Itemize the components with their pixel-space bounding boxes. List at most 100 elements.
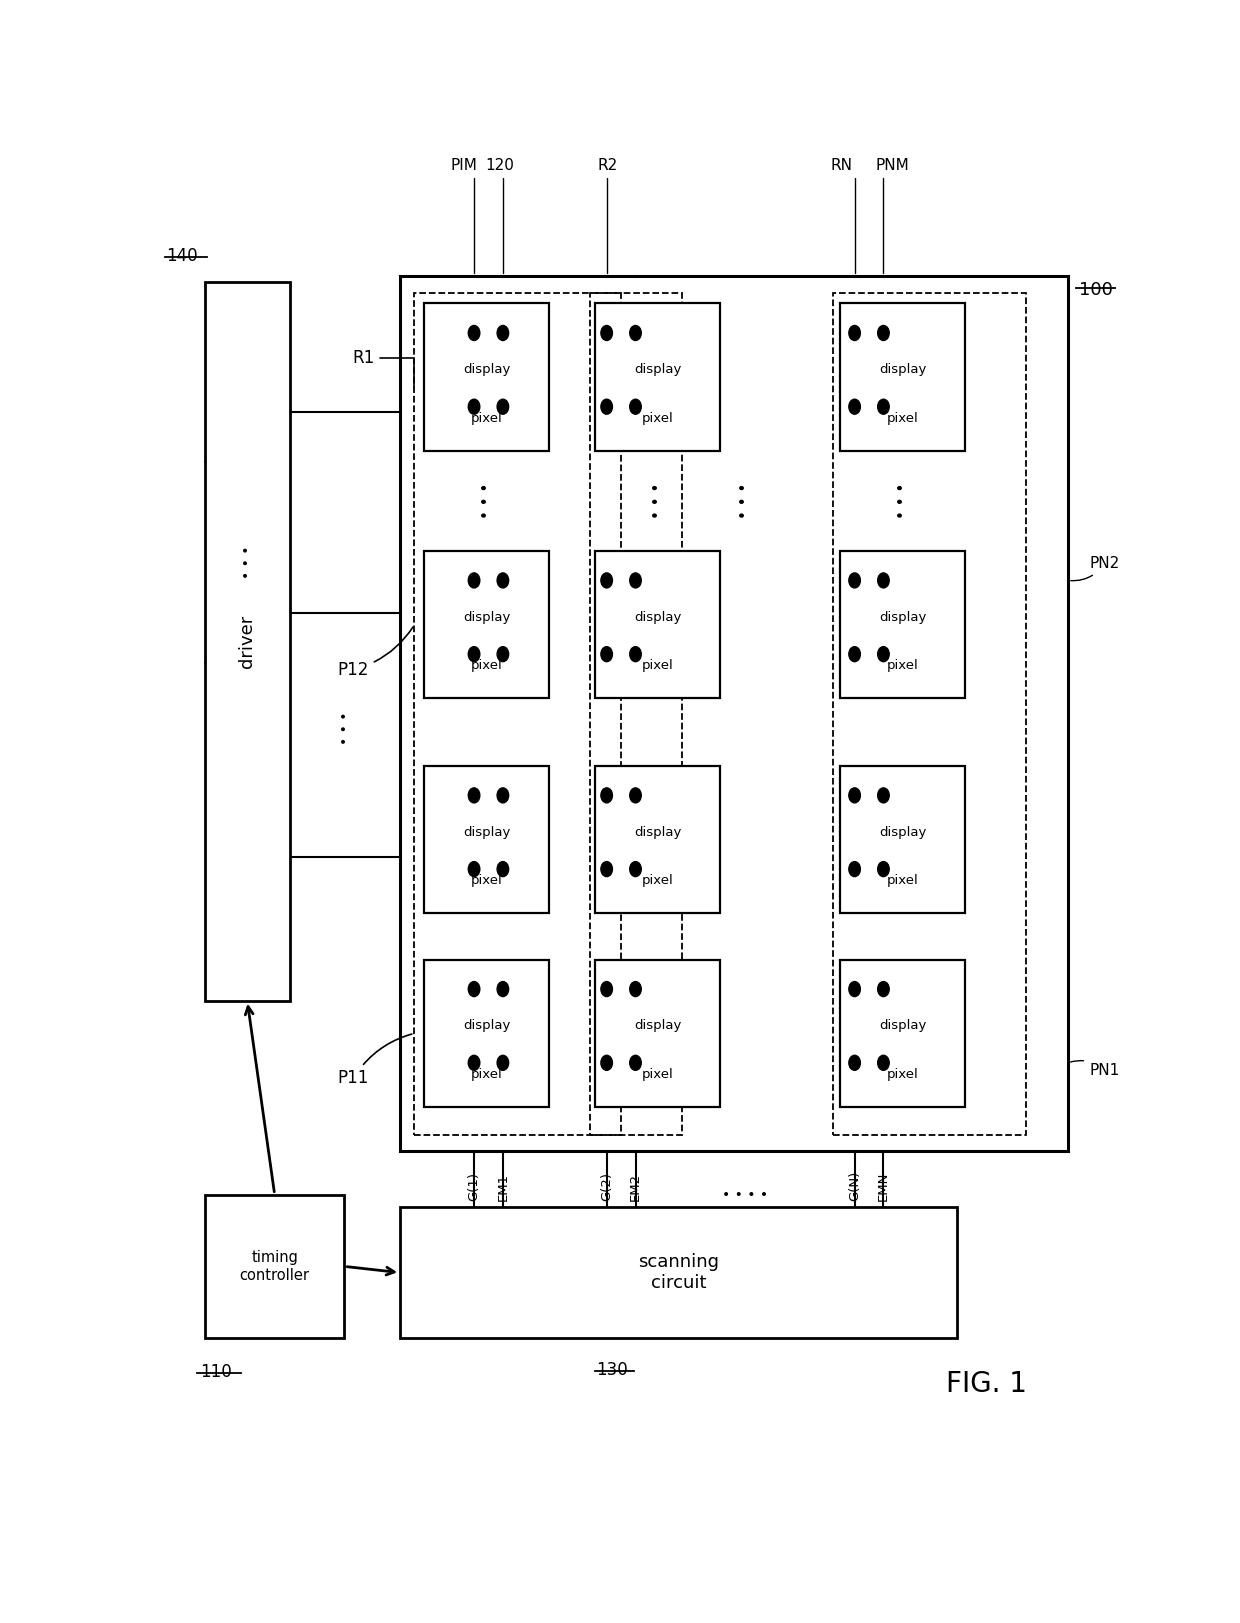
Circle shape [878, 787, 889, 803]
Text: timing
controller: timing controller [239, 1250, 310, 1282]
Text: FIG. 1: FIG. 1 [946, 1370, 1027, 1399]
Text: • • •: • • • [895, 482, 910, 519]
Text: EM2: EM2 [629, 1173, 642, 1201]
Text: 120: 120 [486, 157, 515, 273]
Text: pixel: pixel [471, 659, 502, 672]
Text: • • •: • • • [737, 482, 751, 519]
Text: • • •: • • • [241, 545, 254, 579]
Bar [205, 1195, 345, 1339]
Bar [590, 294, 682, 1134]
Text: R2: R2 [596, 157, 618, 273]
Text: display: display [634, 364, 681, 377]
Text: 140: 140 [166, 247, 197, 265]
Circle shape [630, 573, 641, 588]
Bar [833, 294, 1025, 1134]
Bar [424, 304, 549, 451]
Text: 100: 100 [1080, 281, 1114, 299]
Text: PN2: PN2 [1070, 557, 1120, 581]
Text: pixel: pixel [642, 412, 673, 425]
Text: • • •: • • • [479, 482, 494, 519]
Text: pixel: pixel [471, 412, 502, 425]
Text: pixel: pixel [887, 412, 919, 425]
Text: P11: P11 [337, 1034, 412, 1087]
Bar [424, 550, 549, 698]
Circle shape [878, 1055, 889, 1070]
Text: pixel: pixel [471, 875, 502, 888]
Bar [841, 766, 965, 914]
Circle shape [497, 787, 508, 803]
Circle shape [849, 646, 861, 662]
Circle shape [469, 1055, 480, 1070]
Text: display: display [634, 1019, 681, 1032]
Text: PN1: PN1 [1070, 1061, 1120, 1078]
Text: G(N): G(N) [848, 1170, 861, 1201]
Circle shape [878, 326, 889, 341]
Text: 110: 110 [200, 1363, 232, 1381]
Circle shape [878, 646, 889, 662]
Circle shape [849, 982, 861, 997]
Circle shape [878, 399, 889, 414]
Circle shape [601, 326, 613, 341]
Circle shape [469, 862, 480, 876]
Text: • • • •: • • • • [722, 1188, 768, 1201]
Circle shape [878, 982, 889, 997]
Circle shape [601, 646, 613, 662]
Circle shape [601, 1055, 613, 1070]
Text: EMN: EMN [877, 1172, 890, 1201]
Circle shape [469, 787, 480, 803]
Circle shape [497, 646, 508, 662]
Circle shape [497, 326, 508, 341]
Circle shape [497, 982, 508, 997]
Circle shape [469, 326, 480, 341]
Circle shape [849, 573, 861, 588]
Text: driver: driver [238, 615, 257, 669]
Text: G(2): G(2) [600, 1172, 613, 1201]
Text: pixel: pixel [642, 875, 673, 888]
Text: G(1): G(1) [467, 1172, 481, 1201]
Text: • • •: • • • [650, 482, 665, 519]
Text: display: display [879, 610, 926, 623]
Text: PIM: PIM [450, 157, 477, 273]
Text: pixel: pixel [471, 1068, 502, 1081]
Text: display: display [879, 826, 926, 839]
Circle shape [497, 573, 508, 588]
Text: display: display [463, 364, 510, 377]
Circle shape [630, 982, 641, 997]
Circle shape [878, 862, 889, 876]
Circle shape [849, 1055, 861, 1070]
Text: pixel: pixel [642, 1068, 673, 1081]
Text: display: display [634, 826, 681, 839]
Circle shape [601, 982, 613, 997]
Bar [841, 304, 965, 451]
Circle shape [630, 1055, 641, 1070]
Circle shape [630, 399, 641, 414]
Bar [205, 282, 289, 1001]
Text: pixel: pixel [887, 1068, 919, 1081]
Circle shape [849, 326, 861, 341]
Circle shape [497, 862, 508, 876]
Circle shape [469, 646, 480, 662]
Bar [401, 1208, 957, 1339]
Bar [424, 959, 549, 1107]
Text: scanning
circuit: scanning circuit [639, 1253, 719, 1292]
Circle shape [497, 399, 508, 414]
Bar [401, 276, 1068, 1151]
Bar [841, 550, 965, 698]
Text: R1: R1 [352, 349, 414, 386]
Text: display: display [463, 1019, 510, 1032]
Circle shape [601, 862, 613, 876]
Text: pixel: pixel [887, 875, 919, 888]
Circle shape [469, 982, 480, 997]
Bar [424, 766, 549, 914]
Text: display: display [634, 610, 681, 623]
Circle shape [601, 573, 613, 588]
Text: EM1: EM1 [496, 1173, 510, 1201]
Circle shape [630, 326, 641, 341]
Text: RN: RN [831, 157, 854, 273]
Text: display: display [463, 610, 510, 623]
Bar [595, 550, 720, 698]
Circle shape [849, 399, 861, 414]
Text: display: display [879, 364, 926, 377]
Circle shape [630, 787, 641, 803]
Text: display: display [463, 826, 510, 839]
